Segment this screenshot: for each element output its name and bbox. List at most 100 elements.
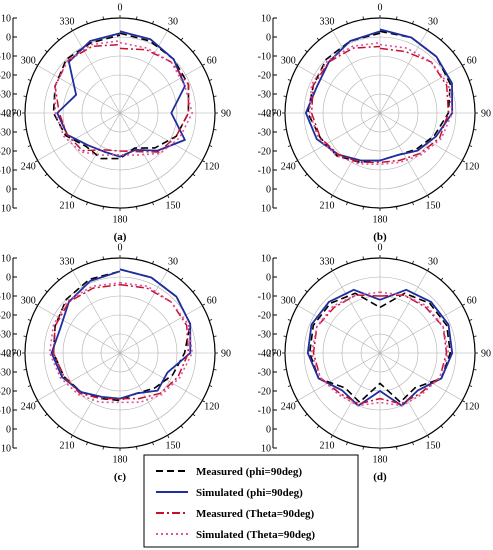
angle-label: 0 bbox=[378, 243, 383, 254]
angle-label: 300 bbox=[21, 296, 36, 307]
radial-tick-label: -30 bbox=[0, 128, 11, 139]
outer-tick bbox=[452, 413, 456, 417]
polar-panel: 0 30 60 90 120 150 180 210 240 270 300 330 10 0 -10 -20… bbox=[258, 243, 491, 484]
outer-tick bbox=[287, 79, 291, 81]
outer-tick bbox=[440, 277, 444, 281]
outer-tick bbox=[304, 413, 308, 417]
outer-tick bbox=[86, 260, 88, 264]
angle-label: 0 bbox=[118, 243, 123, 254]
outer-tick bbox=[213, 369, 217, 371]
grid-spoke bbox=[379, 65, 463, 114]
outer-tick bbox=[180, 425, 184, 429]
radial-tick-label: -20 bbox=[258, 71, 271, 82]
outer-tick bbox=[209, 79, 213, 81]
outer-tick bbox=[330, 267, 333, 271]
radial-tick-label: 10 bbox=[261, 254, 271, 265]
angle-label: 150 bbox=[166, 200, 181, 211]
outer-tick bbox=[283, 335, 287, 337]
grid-spoke bbox=[379, 352, 428, 436]
angle-label: 210 bbox=[320, 200, 335, 211]
angle-label: 270 bbox=[7, 349, 22, 360]
series-measured-theta bbox=[52, 283, 190, 400]
grid-spoke bbox=[379, 270, 428, 354]
grid-spoke bbox=[332, 30, 381, 114]
outer-tick bbox=[294, 160, 298, 163]
radial-tick-label: -20 bbox=[0, 147, 11, 158]
radial-tick-label: 10 bbox=[1, 204, 11, 215]
outer-tick bbox=[316, 277, 320, 281]
angle-label: 120 bbox=[464, 402, 479, 413]
outer-tick bbox=[209, 145, 213, 147]
radial-tick-label: -30 bbox=[0, 330, 11, 341]
outer-tick bbox=[86, 202, 88, 206]
outer-tick bbox=[396, 206, 398, 210]
angle-label: 330 bbox=[320, 17, 335, 28]
grid-spoke bbox=[37, 65, 121, 114]
outer-tick bbox=[427, 195, 430, 199]
outer-tick bbox=[34, 160, 38, 163]
series-measured-theta bbox=[54, 43, 190, 153]
series-measured-theta bbox=[310, 45, 450, 164]
radial-tick-label: -10 bbox=[0, 52, 11, 63]
radial-tick-label: 10 bbox=[1, 444, 11, 455]
outer-tick bbox=[180, 185, 184, 189]
polar-panel: 0 30 60 90 120 150 180 210 240 270 300 330 10 0 -10 -20… bbox=[0, 3, 231, 244]
panel-label: (a) bbox=[114, 231, 127, 243]
outer-tick bbox=[70, 27, 73, 31]
outer-tick bbox=[440, 425, 444, 429]
grid-spoke bbox=[379, 112, 463, 161]
angle-label: 0 bbox=[118, 3, 123, 14]
grid-spoke bbox=[119, 352, 168, 436]
outer-tick bbox=[23, 95, 27, 97]
outer-tick bbox=[56, 277, 60, 281]
radial-tick-label: 0 bbox=[6, 425, 11, 436]
angle-label: 150 bbox=[166, 440, 181, 451]
outer-tick bbox=[202, 160, 206, 163]
outer-tick bbox=[23, 129, 27, 131]
angle-label: 90 bbox=[481, 349, 491, 360]
radial-tick-label: -20 bbox=[258, 147, 271, 158]
outer-tick bbox=[152, 442, 154, 446]
outer-tick bbox=[56, 425, 60, 429]
outer-tick bbox=[473, 129, 477, 131]
outer-tick bbox=[396, 446, 398, 450]
outer-tick bbox=[330, 195, 333, 199]
angle-label: 330 bbox=[60, 17, 75, 28]
radial-tick-label: -20 bbox=[0, 71, 11, 82]
outer-tick bbox=[70, 435, 73, 439]
radial-tick-label: 0 bbox=[6, 185, 11, 196]
outer-tick bbox=[209, 385, 213, 387]
radial-tick-label: -10 bbox=[0, 292, 11, 303]
outer-tick bbox=[346, 202, 348, 206]
angle-label: 300 bbox=[281, 56, 296, 67]
grid-spoke bbox=[37, 112, 121, 161]
radial-tick-label: -10 bbox=[258, 292, 271, 303]
outer-tick bbox=[412, 442, 414, 446]
legend-label-measured-phi: Measured (phi=90deg) bbox=[196, 466, 302, 478]
angle-label: 30 bbox=[168, 17, 178, 28]
outer-tick bbox=[34, 400, 38, 403]
outer-tick bbox=[192, 49, 196, 53]
outer-tick bbox=[473, 335, 477, 337]
outer-tick bbox=[167, 435, 170, 439]
series-measured-phi bbox=[308, 292, 452, 403]
angle-label: 240 bbox=[21, 162, 36, 173]
outer-tick bbox=[202, 303, 206, 306]
series-measured-phi bbox=[52, 32, 190, 160]
outer-tick bbox=[462, 303, 466, 306]
outer-tick bbox=[316, 37, 320, 41]
outer-tick bbox=[27, 385, 31, 387]
outer-tick bbox=[462, 160, 466, 163]
outer-tick bbox=[27, 145, 31, 147]
outer-tick bbox=[469, 385, 473, 387]
radial-tick-label: -10 bbox=[258, 166, 271, 177]
angle-label: 270 bbox=[7, 109, 22, 120]
outer-tick bbox=[152, 20, 154, 24]
outer-tick bbox=[452, 49, 456, 53]
grid-spoke bbox=[379, 352, 463, 401]
angle-label: 180 bbox=[113, 455, 128, 466]
angle-label: 240 bbox=[281, 162, 296, 173]
outer-tick bbox=[136, 256, 138, 260]
